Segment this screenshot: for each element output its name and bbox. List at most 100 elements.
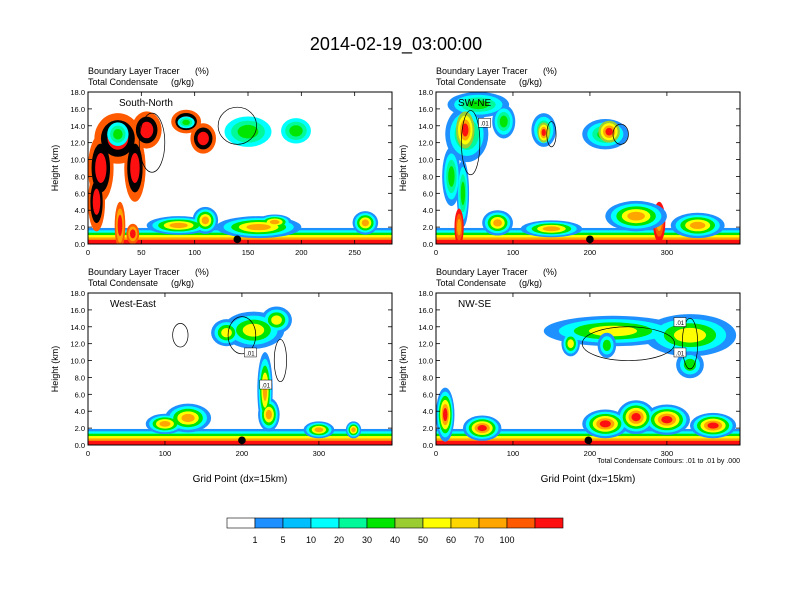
y-tick-label: 4.0 bbox=[423, 206, 433, 215]
tracer-cell bbox=[242, 323, 265, 337]
y-tick-label: 6.0 bbox=[423, 189, 433, 198]
tracer-cell bbox=[314, 427, 324, 433]
panel-title-unit1: (%) bbox=[195, 267, 209, 277]
plot-frame bbox=[87, 91, 393, 245]
contour-label: .01 bbox=[262, 384, 271, 390]
tracer-cell bbox=[442, 408, 448, 422]
y-tick-label: 10.0 bbox=[70, 156, 85, 165]
contour-label: .01 bbox=[676, 321, 685, 327]
y-tick-label: 4.0 bbox=[75, 206, 85, 215]
tracer-cell bbox=[181, 413, 195, 423]
tracer-cell bbox=[673, 327, 707, 343]
y-tick-label: 16.0 bbox=[70, 105, 85, 114]
tracer-cell bbox=[467, 100, 490, 110]
figure-title: 2014-02-19_03:00:00 bbox=[310, 34, 482, 55]
condensate-contour bbox=[681, 317, 699, 370]
y-axis-label: Height (km) bbox=[50, 346, 60, 393]
tracer-cell bbox=[462, 123, 469, 137]
x-tick-label: 0 bbox=[86, 449, 90, 458]
condensate-contour bbox=[227, 316, 257, 355]
y-tick-label: 14.0 bbox=[418, 323, 433, 332]
plot-frame bbox=[435, 292, 741, 446]
y-tick-label: 4.0 bbox=[75, 407, 85, 416]
tracer-cell bbox=[661, 415, 673, 424]
tracer-cell bbox=[361, 219, 369, 227]
panel-sw-ne: .01 0.0 2.0 4.0 6.0 8.0 10.0 12.0 14.0 16.0 18.0 0 1… bbox=[398, 66, 741, 257]
tracer-cell bbox=[271, 315, 282, 325]
tracer-cell bbox=[117, 214, 123, 236]
tracer-cell bbox=[237, 124, 259, 139]
tracer-cell bbox=[269, 219, 280, 225]
y-tick-label: 6.0 bbox=[75, 390, 85, 399]
panel-south-north: 0.0 2.0 4.0 6.0 8.0 10.0 12.0 14.0 16.0 18.0 0 50 10… bbox=[50, 66, 393, 257]
tracer-cell bbox=[588, 325, 638, 337]
colorbar-swatch bbox=[338, 517, 368, 529]
x-tick-label: 200 bbox=[236, 449, 249, 458]
tracer-cell bbox=[602, 339, 611, 351]
plot-frame bbox=[87, 292, 393, 446]
tracer-cell bbox=[201, 216, 209, 225]
tracer-cell bbox=[541, 129, 546, 137]
y-tick-label: 16.0 bbox=[70, 306, 85, 315]
x-tick-label: 300 bbox=[661, 248, 674, 257]
condensate-contour bbox=[546, 121, 557, 148]
y-tick-label: 12.0 bbox=[70, 340, 85, 349]
x-tick-label: 150 bbox=[242, 248, 255, 257]
x-tick-label: 200 bbox=[584, 248, 597, 257]
colorbar-swatch bbox=[366, 517, 396, 529]
tracer-cell bbox=[351, 427, 356, 433]
panel-cross-section-label: NW-SE bbox=[458, 299, 491, 310]
condensate-contour bbox=[217, 106, 257, 145]
y-tick-label: 12.0 bbox=[418, 139, 433, 148]
tracer-cell bbox=[159, 420, 171, 427]
condensate-contour bbox=[273, 339, 287, 383]
y-tick-label: 10.0 bbox=[70, 357, 85, 366]
y-tick-label: 4.0 bbox=[423, 407, 433, 416]
y-tick-label: 14.0 bbox=[418, 122, 433, 131]
x-tick-label: 100 bbox=[159, 449, 172, 458]
x-tick-label: 100 bbox=[507, 449, 520, 458]
panel-title-line1: Boundary Layer Tracer bbox=[88, 267, 180, 277]
y-axis-label: Height (km) bbox=[398, 145, 408, 192]
y-tick-label: 0.0 bbox=[423, 240, 433, 249]
x-tick-label: 200 bbox=[584, 449, 597, 458]
x-tick-label: 50 bbox=[137, 248, 145, 257]
tracer-cell bbox=[460, 181, 466, 206]
colorbar-swatch bbox=[282, 517, 312, 529]
tracer-cell bbox=[493, 219, 502, 227]
panel-nw-se: .01 .01 0.0 2.0 4.0 6.0 8.0 10.0 12.0 14.0 16.0 18.… bbox=[398, 267, 741, 485]
plot-frame bbox=[435, 91, 741, 245]
heatmap-field bbox=[88, 106, 392, 244]
tracer-cell bbox=[182, 119, 190, 126]
colorbar-swatch bbox=[226, 517, 256, 529]
tracer-cell bbox=[289, 125, 303, 137]
x-tick-label: 100 bbox=[507, 248, 520, 257]
tracer-cell bbox=[246, 223, 271, 231]
y-tick-label: 18.0 bbox=[418, 88, 433, 97]
colorbar: 1 5 10 20 30 40 50 60 70 100 bbox=[226, 517, 564, 545]
tracer-cell bbox=[92, 188, 101, 215]
y-tick-label: 10.0 bbox=[418, 156, 433, 165]
y-tick-label: 2.0 bbox=[75, 424, 85, 433]
contour-label: .01 bbox=[246, 351, 255, 357]
y-tick-label: 6.0 bbox=[423, 390, 433, 399]
tracer-cell bbox=[689, 221, 706, 230]
y-tick-label: 0.0 bbox=[423, 441, 433, 450]
tracer-cell bbox=[140, 121, 154, 139]
y-axis-label: Height (km) bbox=[50, 145, 60, 192]
panel-title-line2: Total Condensate bbox=[436, 278, 506, 288]
tracer-cell bbox=[169, 222, 188, 229]
tracer-cell bbox=[627, 211, 645, 221]
y-tick-label: 6.0 bbox=[75, 189, 85, 198]
colorbar-swatch bbox=[310, 517, 340, 529]
tracer-cell bbox=[457, 218, 462, 236]
location-marker bbox=[586, 235, 594, 244]
x-tick-label: 100 bbox=[188, 248, 201, 257]
y-tick-label: 14.0 bbox=[70, 122, 85, 131]
y-tick-label: 16.0 bbox=[418, 105, 433, 114]
y-tick-label: 0.0 bbox=[75, 240, 85, 249]
panel-cross-section-label: South-North bbox=[119, 98, 173, 109]
panel-title-line2: Total Condensate bbox=[88, 278, 158, 288]
y-tick-label: 2.0 bbox=[423, 223, 433, 232]
colorbar-label: 20 bbox=[334, 535, 344, 545]
